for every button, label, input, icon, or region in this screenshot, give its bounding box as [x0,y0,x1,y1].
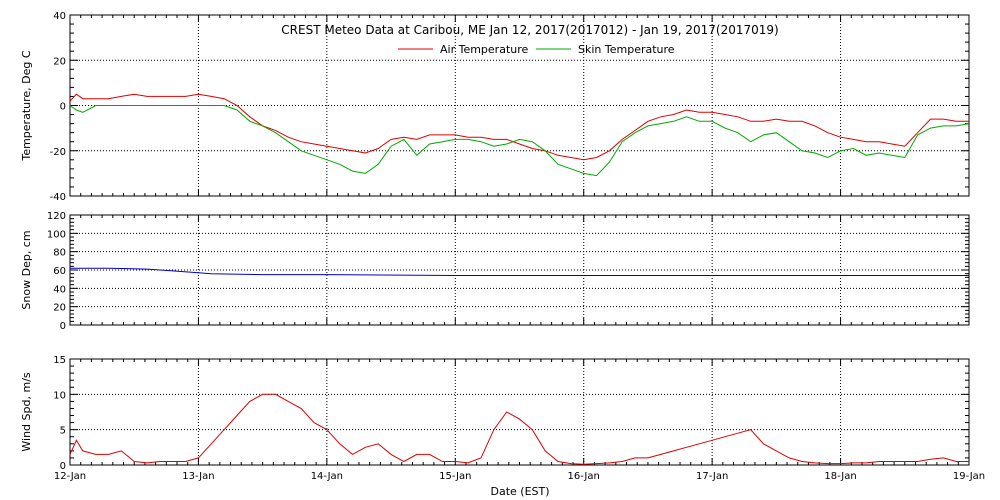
y-tick-label: 40 [53,11,66,22]
y-axis-label: Wind Spd, m/s [20,372,33,452]
y-tick-label: 40 [53,284,66,295]
y-axis-label: Temperature, Deg C [20,50,33,161]
y-tick-label: 60 [53,266,66,277]
x-axis-label: Date (EST) [490,485,549,498]
x-tick-label: 19-Jan [953,471,985,482]
series-line-1-2 [69,105,970,177]
x-tick-label: 16-Jan [568,471,600,482]
x-tick-label: 17-Jan [696,471,728,482]
y-tick-label: 120 [47,211,66,222]
y-tick-label: 20 [53,303,66,314]
y-tick-label: 0 [60,102,66,113]
y-tick-label: 0 [60,461,66,472]
x-tick-label: 12-Jan [54,471,86,482]
x-tick-label: 18-Jan [824,471,856,482]
x-tick-label: 15-Jan [439,471,471,482]
series-line-3-1 [69,393,969,465]
y-tick-label: 15 [53,355,66,366]
legend-label-1: Air Temperature [440,43,529,56]
y-tick-label: 100 [47,229,66,240]
y-tick-label: -40 [50,192,66,203]
series-line-2-1 [70,267,969,276]
panel-2: 0 20 40 60 80 100 120 Snow Dep, cm [20,211,970,332]
y-tick-label: -20 [50,147,66,158]
panel-3: 0 5 10 15 Wind Spd, m/s 12-Jan 13-Jan 14-Jan 15-… [20,355,985,482]
x-tick-label: 13-Jan [182,471,214,482]
y-tick-label: 5 [60,426,66,437]
y-tick-label: 20 [53,56,66,67]
y-tick-label: 80 [53,248,66,259]
y-tick-label: 10 [53,390,66,401]
y-axis-label: Snow Dep, cm [20,230,33,309]
chart-title: CREST Meteo Data at Caribou, ME Jan 12, … [281,23,778,37]
legend: Air Temperature Skin Temperature [398,43,675,56]
panel-1: -40 -20 0 20 40 Temperature, Deg C [20,11,970,203]
x-tick-label: 14-Jan [311,471,343,482]
legend-label-2: Skin Temperature [578,43,675,56]
y-tick-label: 0 [60,321,66,332]
panels: -40 -20 0 20 40 Temperature, Deg C 0 20 40 60 80 10… [20,11,985,482]
